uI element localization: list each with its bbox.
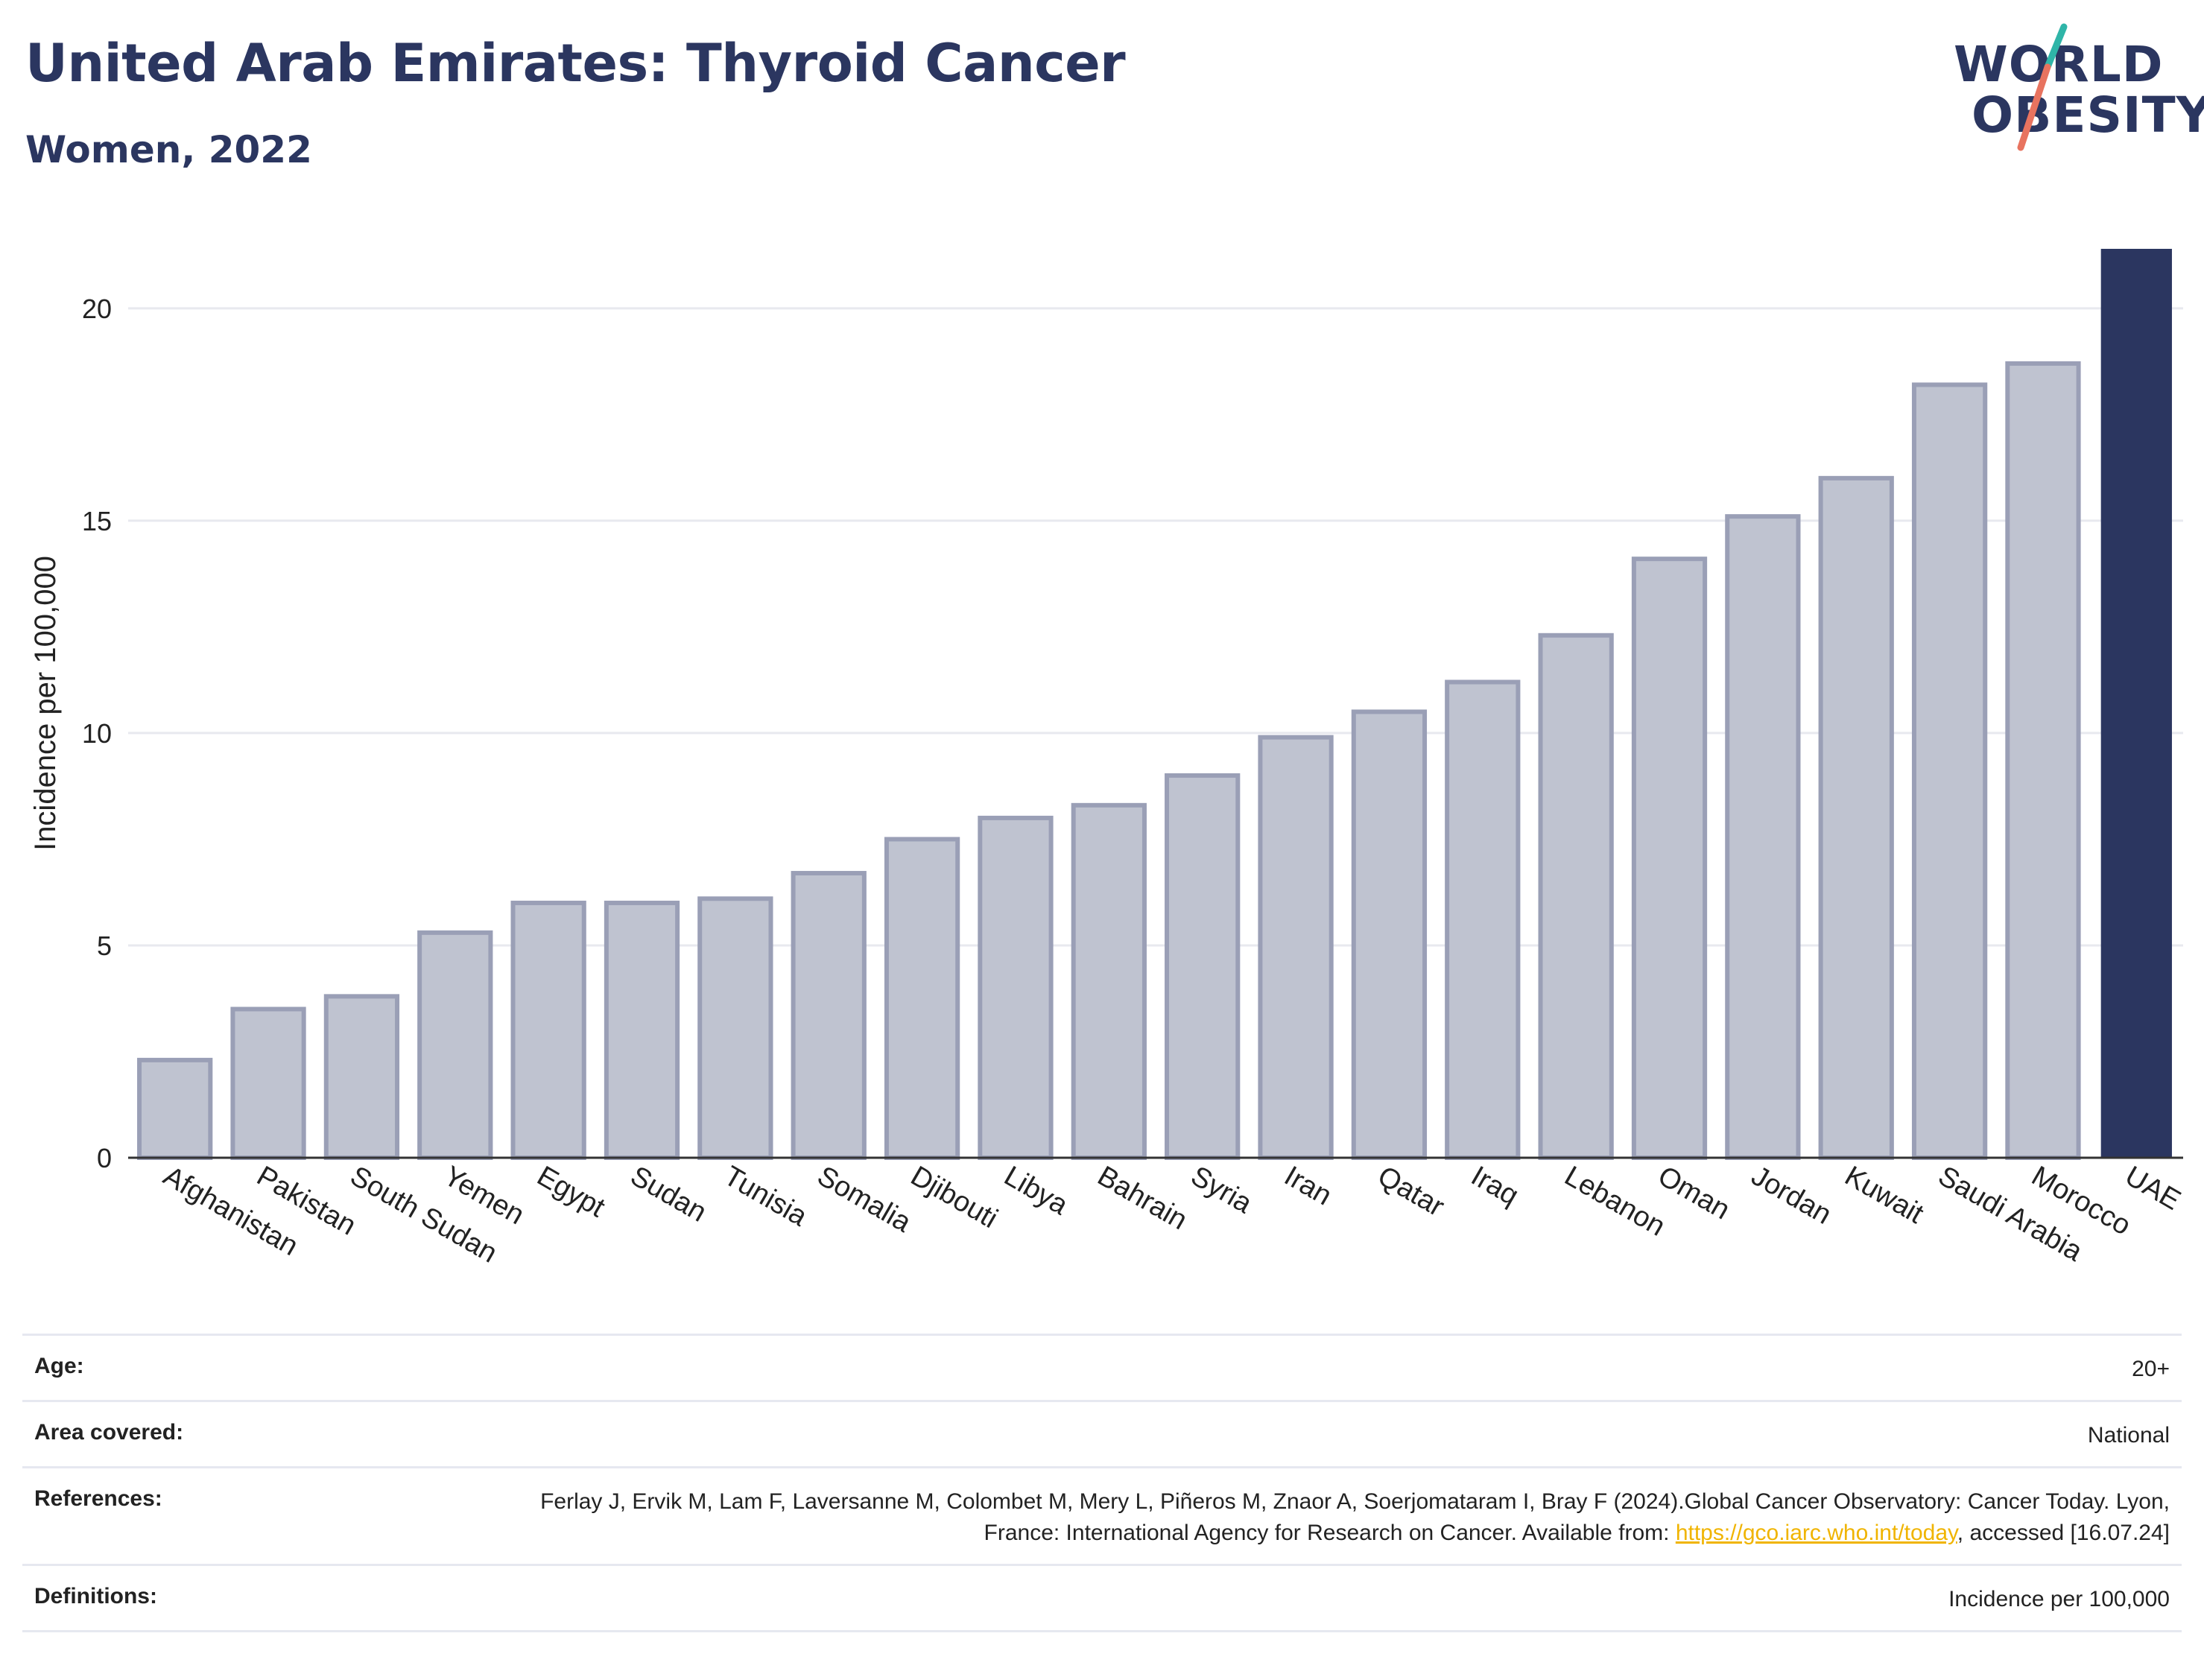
x-tick-label: Tunisia: [718, 1160, 813, 1232]
info-row-definitions: Definitions: Incidence per 100,000: [22, 1564, 2182, 1632]
bar-somalia: [794, 873, 864, 1158]
bar-syria: [1167, 776, 1238, 1158]
info-row-area: Area covered: National: [22, 1400, 2182, 1466]
bar-lebanon: [1540, 635, 1611, 1158]
y-tick-label: 15: [82, 506, 112, 536]
bar-pakistan: [232, 1009, 303, 1158]
bar-oman: [1634, 559, 1705, 1158]
bar-afghanistan: [139, 1060, 210, 1158]
y-tick-label: 5: [97, 931, 112, 961]
bar-morocco: [2007, 364, 2078, 1158]
definitions-value: Incidence per 100,000: [1948, 1584, 2170, 1615]
bar-south-sudan: [326, 996, 397, 1158]
references-accessed: , accessed [16.07.24]: [1957, 1521, 2170, 1545]
x-tick-label: UAE: [2120, 1160, 2186, 1216]
x-tick-label: Iraq: [1466, 1160, 1524, 1211]
references-value: Ferlay J, Ervik M, Lam F, Laversanne M, …: [516, 1486, 2170, 1549]
references-label: References:: [34, 1486, 162, 1549]
x-tick-label: Jordan: [1746, 1160, 1837, 1230]
info-table: Age: 20+ Area covered: National Referenc…: [22, 1334, 2182, 1632]
y-tick-label: 20: [82, 294, 112, 324]
references-link[interactable]: https://gco.iarc.who.int/today: [1676, 1521, 1957, 1545]
bar-iran: [1260, 738, 1331, 1158]
x-tick-label: Lebanon: [1559, 1160, 1671, 1242]
bar-kuwait: [1821, 478, 1892, 1158]
info-row-references: References: Ferlay J, Ervik M, Lam F, La…: [22, 1466, 2182, 1564]
x-tick-label: Kuwait: [1840, 1160, 1929, 1230]
bar-jordan: [1727, 516, 1798, 1158]
y-tick-label: 10: [82, 718, 112, 749]
bar-sudan: [607, 903, 677, 1158]
x-tick-label: Iran: [1279, 1160, 1337, 1211]
age-value: 20+: [2132, 1354, 2170, 1385]
age-label: Age:: [34, 1354, 84, 1385]
bar-bahrain: [1074, 805, 1144, 1158]
x-tick-label: Qatar: [1372, 1160, 1450, 1223]
y-axis-label: Incidence per 100,000: [29, 556, 62, 851]
bar-tunisia: [700, 898, 770, 1158]
x-tick-label: Libya: [998, 1160, 1073, 1221]
bar-yemen: [419, 933, 490, 1158]
bar-saudi-arabia: [1914, 384, 1985, 1158]
y-tick-label: 0: [97, 1143, 112, 1173]
bar-qatar: [1354, 711, 1425, 1158]
x-tick-label: Djibouti: [905, 1160, 1003, 1234]
x-tick-label: Somalia: [812, 1160, 917, 1238]
x-tick-label: Syria: [1185, 1160, 1258, 1220]
bar-uae: [2101, 249, 2172, 1158]
x-tick-label: Sudan: [625, 1160, 712, 1228]
bar-djibouti: [887, 839, 957, 1158]
bar-iraq: [1447, 682, 1518, 1158]
area-value: National: [2088, 1420, 2170, 1451]
definitions-label: Definitions:: [34, 1584, 157, 1615]
info-row-age: Age: 20+: [22, 1334, 2182, 1400]
bar-egypt: [513, 903, 583, 1158]
x-tick-label: Bahrain: [1092, 1160, 1192, 1236]
bar-libya: [980, 818, 1051, 1158]
x-tick-label: Egypt: [532, 1160, 611, 1223]
area-label: Area covered:: [34, 1420, 183, 1451]
